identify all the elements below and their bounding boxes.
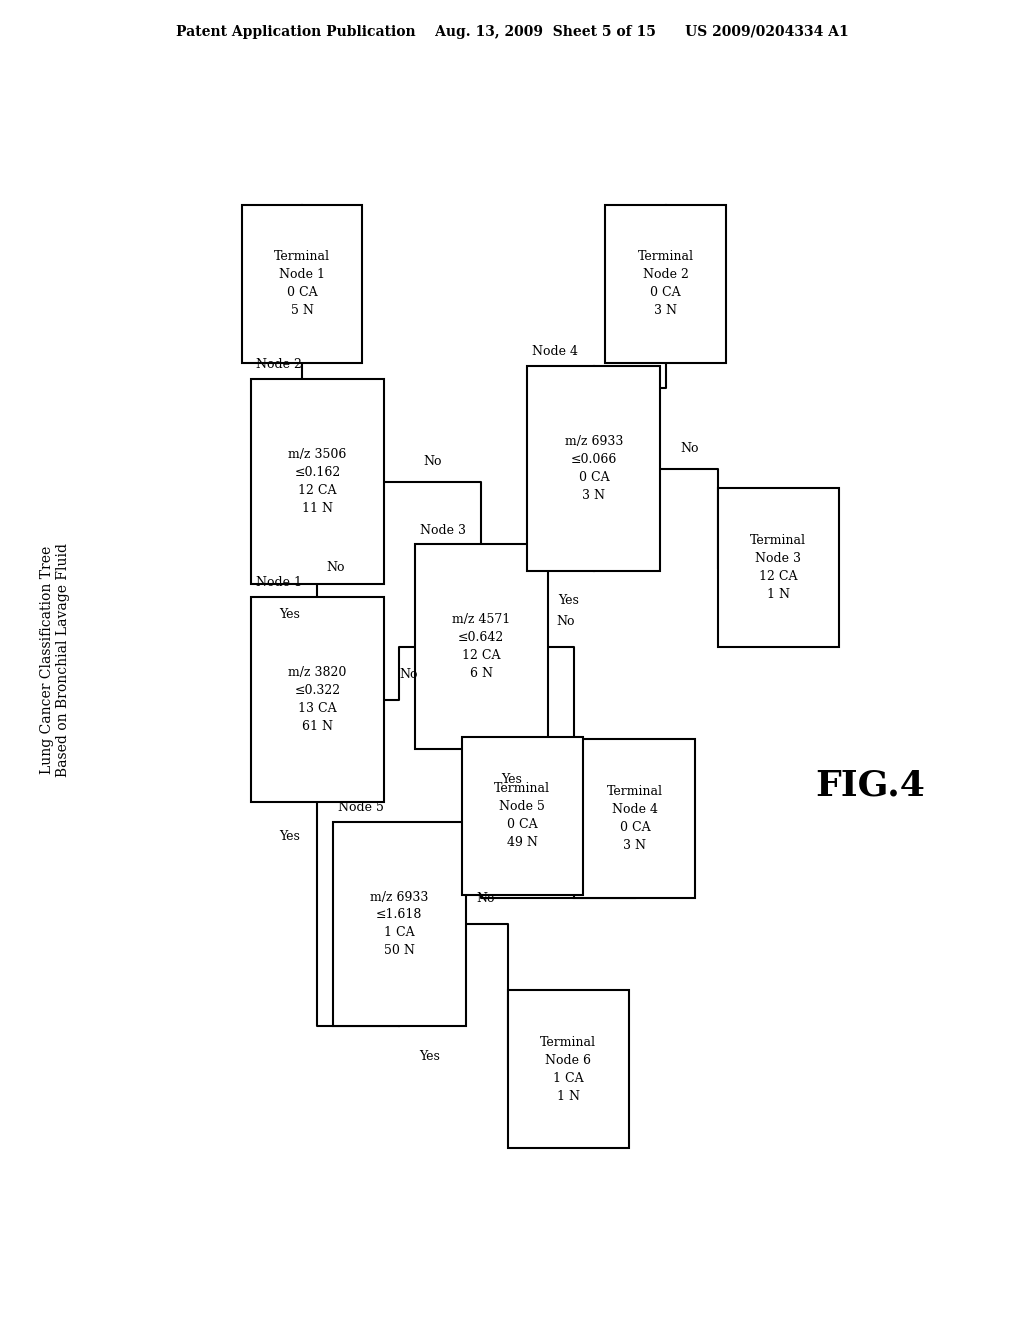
Text: Yes: Yes	[279, 607, 300, 620]
Bar	[508, 990, 629, 1148]
Text: Terminal
Node 3
12 CA
1 N: Terminal Node 3 12 CA 1 N	[751, 535, 806, 601]
Text: m/z 3506
≤0.162
12 CA
11 N: m/z 3506 ≤0.162 12 CA 11 N	[288, 449, 347, 515]
Bar	[574, 739, 695, 898]
Bar	[242, 205, 362, 363]
Text: Terminal
Node 6
1 CA
1 N: Terminal Node 6 1 CA 1 N	[541, 1036, 596, 1102]
Text: Yes: Yes	[558, 594, 580, 607]
Text: No: No	[557, 615, 575, 628]
Text: Terminal
Node 2
0 CA
3 N: Terminal Node 2 0 CA 3 N	[638, 251, 693, 317]
Text: No: No	[327, 561, 345, 574]
Text: No: No	[423, 455, 442, 469]
Text: Terminal
Node 5
0 CA
49 N: Terminal Node 5 0 CA 49 N	[495, 783, 550, 849]
Text: m/z 6933
≤1.618
1 CA
50 N: m/z 6933 ≤1.618 1 CA 50 N	[370, 891, 429, 957]
Bar	[605, 205, 726, 363]
Bar	[462, 737, 583, 895]
Bar	[527, 366, 660, 570]
Bar	[251, 379, 384, 583]
Bar	[415, 544, 548, 748]
Text: No: No	[476, 892, 496, 906]
Text: Terminal
Node 1
0 CA
5 N: Terminal Node 1 0 CA 5 N	[274, 251, 330, 317]
Text: Lung Cancer Classification Tree
Based on Bronchial Lavage Fluid: Lung Cancer Classification Tree Based on…	[40, 543, 70, 777]
Bar	[333, 821, 466, 1027]
Text: m/z 4571
≤0.642
12 CA
6 N: m/z 4571 ≤0.642 12 CA 6 N	[453, 614, 510, 680]
Text: Terminal
Node 4
0 CA
3 N: Terminal Node 4 0 CA 3 N	[607, 785, 663, 851]
Text: Node 4: Node 4	[532, 346, 579, 358]
Text: FIG.4: FIG.4	[815, 768, 925, 803]
Text: Node 5: Node 5	[338, 801, 384, 813]
Text: Yes: Yes	[501, 772, 521, 785]
Text: Patent Application Publication    Aug. 13, 2009  Sheet 5 of 15      US 2009/0204: Patent Application Publication Aug. 13, …	[176, 25, 848, 40]
Text: Node 1: Node 1	[256, 577, 302, 589]
Text: No: No	[680, 442, 698, 455]
Text: m/z 3820
≤0.322
13 CA
61 N: m/z 3820 ≤0.322 13 CA 61 N	[288, 667, 347, 733]
Bar	[718, 488, 839, 647]
Text: No: No	[399, 668, 418, 681]
Text: Node 2: Node 2	[256, 359, 302, 371]
Text: m/z 6933
≤0.066
0 CA
3 N: m/z 6933 ≤0.066 0 CA 3 N	[564, 436, 624, 502]
Text: Yes: Yes	[279, 830, 300, 843]
Text: Node 3: Node 3	[420, 524, 466, 536]
Bar	[251, 597, 384, 801]
Text: Yes: Yes	[419, 1049, 439, 1063]
